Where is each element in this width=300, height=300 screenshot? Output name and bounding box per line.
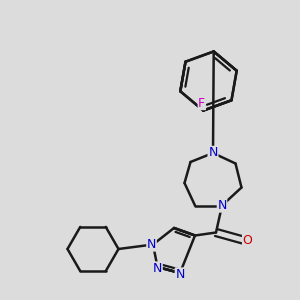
Text: N: N <box>153 262 162 275</box>
Text: N: N <box>208 146 218 160</box>
Text: F: F <box>198 97 206 110</box>
Text: O: O <box>243 233 252 247</box>
Text: N: N <box>175 268 185 281</box>
Text: N: N <box>217 199 227 212</box>
Text: N: N <box>147 238 156 251</box>
Text: N: N <box>208 146 218 160</box>
